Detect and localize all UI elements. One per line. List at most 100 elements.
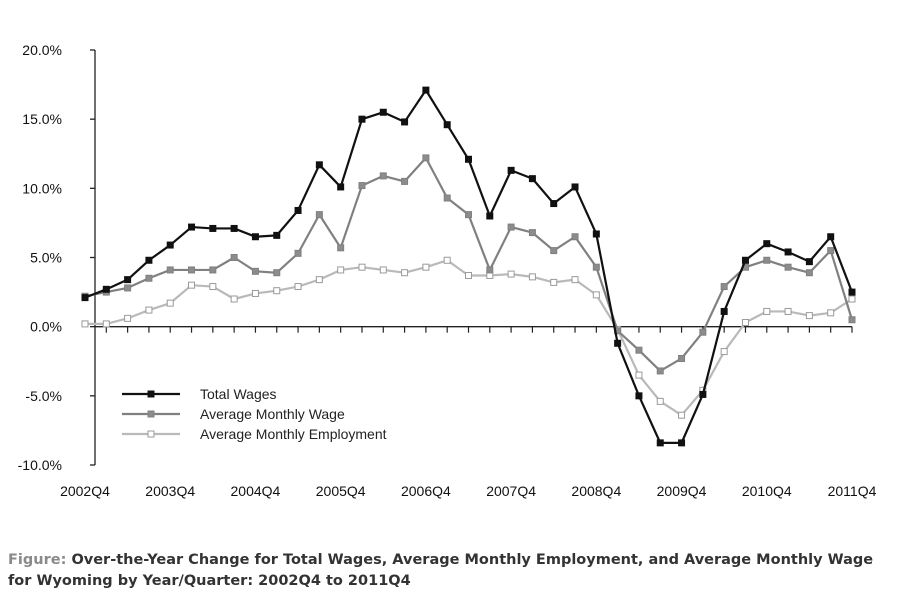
data-point [188, 281, 196, 289]
data-point [102, 285, 110, 293]
legend-marker [147, 410, 155, 418]
data-point [528, 229, 536, 237]
data-point [720, 348, 728, 356]
data-point [827, 247, 835, 255]
data-point [273, 287, 281, 295]
data-point [337, 183, 345, 191]
data-point [81, 320, 89, 328]
data-point [741, 256, 749, 264]
figure-caption: Figure: Over-the-Year Change for Total W… [8, 550, 893, 592]
data-point [145, 274, 153, 282]
data-point [443, 194, 451, 202]
data-point [273, 269, 281, 277]
data-point [443, 256, 451, 264]
data-point [124, 284, 132, 292]
data-point [827, 233, 835, 241]
data-point [124, 314, 132, 322]
data-point [699, 328, 707, 336]
data-point [401, 177, 409, 185]
data-point [507, 223, 515, 231]
data-point [486, 212, 494, 220]
data-point [678, 354, 686, 362]
data-point [614, 339, 622, 347]
data-point [805, 258, 813, 266]
caption-prefix: Figure: [8, 552, 67, 568]
y-tick-label: 15.0% [22, 111, 62, 127]
series-total-wages [81, 86, 856, 447]
data-point [720, 283, 728, 291]
data-point [294, 206, 302, 214]
y-tick-label: 0.0% [30, 319, 62, 335]
legend-marker [147, 430, 155, 438]
data-point [251, 233, 259, 241]
data-point [145, 256, 153, 264]
data-point [848, 295, 856, 303]
data-point [465, 211, 472, 219]
data-point [337, 266, 345, 274]
data-point [145, 306, 153, 314]
data-point [422, 154, 430, 162]
x-tick-label: 2004Q4 [231, 483, 281, 499]
data-point [763, 240, 771, 248]
data-point [741, 319, 749, 327]
data-point [188, 223, 196, 231]
legend-label: Average Monthly Wage [200, 406, 345, 422]
data-point [592, 230, 600, 238]
data-point [550, 278, 558, 286]
x-tick-label: 2011Q4 [828, 483, 877, 499]
chart-series [81, 86, 856, 447]
data-point [358, 182, 366, 190]
data-point [571, 233, 579, 241]
y-tick-label: -5.0% [25, 388, 62, 404]
legend-label: Total Wages [200, 386, 277, 402]
x-tick-label: 2002Q4 [60, 483, 110, 499]
data-point [230, 254, 238, 261]
line-chart: 20.0% 15.0% 10.0% 5.0% 0.0% -5.0% -10.0% 2002Q4… [18, 42, 877, 499]
data-point [784, 263, 792, 271]
data-point [315, 161, 323, 169]
data-point [379, 108, 387, 116]
y-tick-label: 20.0% [22, 42, 62, 58]
data-point [571, 276, 579, 284]
x-tick-label: 2003Q4 [145, 483, 195, 499]
series-average-monthly-wage [81, 154, 856, 375]
data-point [379, 172, 387, 180]
data-point [848, 288, 856, 296]
data-point [443, 121, 451, 129]
data-point [273, 231, 281, 239]
data-point [315, 211, 323, 219]
data-point [166, 241, 174, 249]
data-point [528, 273, 536, 281]
data-point [358, 115, 366, 123]
data-point [720, 307, 728, 315]
data-point [550, 247, 558, 255]
x-tick-label: 2008Q4 [571, 483, 621, 499]
data-point [592, 291, 600, 299]
data-point [379, 266, 387, 274]
data-point [784, 307, 792, 315]
data-point [188, 266, 196, 274]
data-point [507, 270, 515, 278]
data-point [635, 371, 643, 379]
data-point [805, 269, 813, 277]
data-point [209, 266, 217, 274]
legend-marker [147, 390, 155, 398]
data-point [251, 289, 259, 297]
data-point [507, 166, 515, 174]
series-average-monthly-employment [81, 256, 856, 419]
data-point [635, 346, 643, 354]
data-point [528, 175, 536, 183]
data-point [251, 267, 259, 275]
data-point [401, 118, 409, 126]
data-point [763, 307, 771, 315]
data-point [763, 256, 771, 264]
y-tick-label: 10.0% [22, 180, 62, 196]
data-point [337, 244, 345, 252]
data-point [571, 183, 579, 191]
data-point [592, 263, 600, 271]
x-tick-label: 2009Q4 [657, 483, 707, 499]
data-point [294, 283, 302, 291]
data-point [827, 309, 835, 317]
x-tick-label: 2010Q4 [742, 483, 792, 499]
data-point [294, 249, 302, 257]
